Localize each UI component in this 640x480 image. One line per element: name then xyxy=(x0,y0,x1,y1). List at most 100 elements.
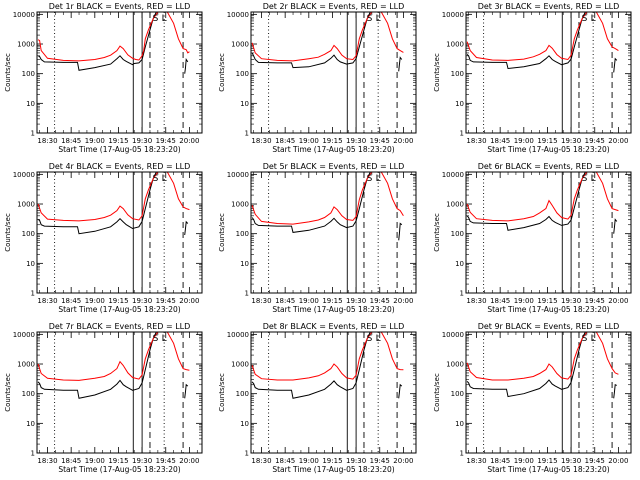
x-tick-label: 20:00 xyxy=(393,137,413,145)
x-tick-label: 19:30 xyxy=(346,137,366,145)
x-tick-label: 19:30 xyxy=(561,137,581,145)
y-tick-label: 10 xyxy=(240,260,249,268)
y-axis-label: Counts/sec xyxy=(4,373,12,412)
x-tick-label: 18:45 xyxy=(275,297,295,305)
y-tick-label: 100 xyxy=(236,230,249,238)
y-tick-label: 10000 xyxy=(227,11,249,19)
x-tick-label: 20:00 xyxy=(179,297,199,305)
x-tick-label: 19:00 xyxy=(85,137,105,145)
x-tick-label: 19:15 xyxy=(322,297,342,305)
attenuator-label: S xyxy=(582,174,588,184)
y-axis-label: Counts/sec xyxy=(218,373,226,412)
x-tick-label: 19:30 xyxy=(346,297,366,305)
x-tick-label: 19:30 xyxy=(132,457,152,465)
y-tick-label: 10000 xyxy=(442,331,464,339)
x-tick-label: 19:45 xyxy=(370,457,390,465)
events-series-line xyxy=(184,383,189,399)
plot-area xyxy=(37,332,190,453)
x-tick-label: 18:45 xyxy=(490,457,510,465)
y-tick-label: 1 xyxy=(31,130,35,138)
panel-title: Det 4r BLACK = Events, RED = LLD xyxy=(49,162,191,171)
x-tick-label: 20:00 xyxy=(393,457,413,465)
x-tick-label: 18:30 xyxy=(251,137,271,145)
y-tick-label: 10000 xyxy=(442,171,464,179)
attenuator-label: S xyxy=(582,334,588,344)
x-tick-label: 19:00 xyxy=(299,297,319,305)
x-tick-label: 19:15 xyxy=(537,297,557,305)
attenuator-label: L xyxy=(376,14,381,24)
y-tick-label: 1 xyxy=(245,290,249,298)
y-axis-label: Counts/sec xyxy=(433,53,441,92)
y-tick-label: 1 xyxy=(31,450,35,458)
x-tick-label: 18:30 xyxy=(37,137,57,145)
x-tick-label: 19:45 xyxy=(370,137,390,145)
x-tick-label: 19:00 xyxy=(514,137,534,145)
x-tick-label: 19:45 xyxy=(585,457,605,465)
attenuator-label: S xyxy=(153,334,159,344)
lld-series-line xyxy=(251,332,404,381)
x-tick-label: 19:15 xyxy=(108,297,128,305)
plot-area xyxy=(466,12,619,133)
y-tick-label: 100 xyxy=(22,70,35,78)
y-axis-label: Counts/sec xyxy=(218,213,226,252)
plot-area xyxy=(251,172,404,293)
x-tick-label: 20:00 xyxy=(608,297,628,305)
plot-area xyxy=(37,172,190,293)
events-series-line xyxy=(466,332,586,398)
x-axis-label: Start Time (17-Aug-05 18:23:20) xyxy=(487,305,609,314)
x-tick-label: 19:00 xyxy=(85,457,105,465)
x-axis-label: Start Time (17-Aug-05 18:23:20) xyxy=(58,145,180,154)
lld-series-line xyxy=(466,12,619,61)
x-tick-label: 19:30 xyxy=(132,297,152,305)
y-tick-label: 100 xyxy=(451,70,464,78)
y-tick-label: 10000 xyxy=(442,11,464,19)
y-tick-label: 10000 xyxy=(227,171,249,179)
y-tick-label: 1000 xyxy=(17,361,35,369)
attenuator-label: L xyxy=(376,174,381,184)
panel-frame xyxy=(36,11,203,134)
panel-title: Det 6r BLACK = Events, RED = LLD xyxy=(478,162,620,171)
y-tick-label: 100 xyxy=(22,390,35,398)
panel-title: Det 5r BLACK = Events, RED = LLD xyxy=(263,162,405,171)
x-tick-label: 18:30 xyxy=(466,457,486,465)
y-tick-label: 1000 xyxy=(446,361,464,369)
y-tick-label: 10 xyxy=(26,100,35,108)
lld-series-line xyxy=(466,172,619,222)
y-tick-label: 1000 xyxy=(446,201,464,209)
x-tick-label: 19:45 xyxy=(370,297,390,305)
events-series-line xyxy=(37,12,157,71)
x-tick-label: 19:45 xyxy=(156,457,176,465)
events-series-line xyxy=(184,220,189,236)
events-series-line xyxy=(466,12,586,70)
x-axis-label: Start Time (17-Aug-05 18:23:20) xyxy=(487,145,609,154)
chart-panel-2: Det 2r BLACK = Events, RED = LLD Counts/s… xyxy=(218,2,417,154)
attenuator-label: L xyxy=(591,334,596,344)
x-tick-label: 19:15 xyxy=(108,137,128,145)
events-series-line xyxy=(466,172,586,231)
lld-series-line xyxy=(37,332,190,381)
events-series-line xyxy=(37,332,157,399)
events-series-line xyxy=(398,383,403,399)
x-tick-label: 18:45 xyxy=(490,297,510,305)
chart-panel-4: Det 4r BLACK = Events, RED = LLD Counts/s… xyxy=(4,162,203,314)
y-tick-label: 1 xyxy=(245,450,249,458)
panel-frame xyxy=(250,171,417,294)
x-tick-label: 18:45 xyxy=(61,137,81,145)
chart-panel-6: Det 6r BLACK = Events, RED = LLD Counts/s… xyxy=(433,162,632,314)
x-tick-label: 19:15 xyxy=(537,137,557,145)
y-tick-label: 1000 xyxy=(446,41,464,49)
x-tick-label: 19:30 xyxy=(346,457,366,465)
x-tick-label: 19:30 xyxy=(132,137,152,145)
y-tick-label: 10 xyxy=(240,420,249,428)
y-tick-label: 1 xyxy=(460,450,464,458)
lld-series-line xyxy=(37,172,190,222)
y-tick-label: 10 xyxy=(26,420,35,428)
attenuator-label: L xyxy=(376,334,381,344)
y-tick-label: 100 xyxy=(451,230,464,238)
x-tick-label: 18:30 xyxy=(37,457,57,465)
y-axis-label: Counts/sec xyxy=(4,53,12,92)
plot-area xyxy=(251,12,404,133)
x-tick-label: 18:30 xyxy=(251,297,271,305)
x-tick-label: 19:00 xyxy=(299,457,319,465)
